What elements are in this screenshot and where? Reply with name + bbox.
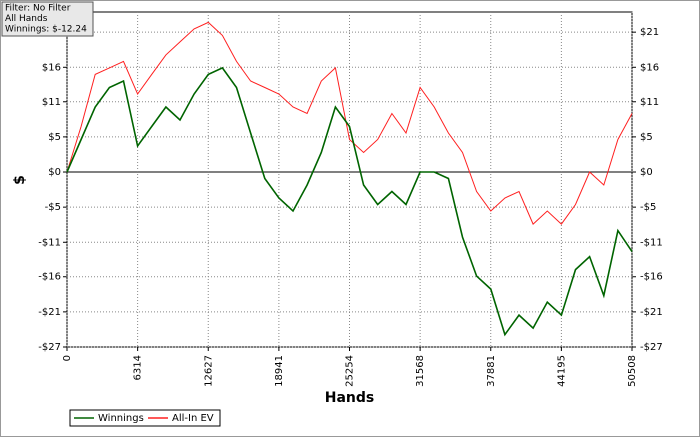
series-line bbox=[66, 21, 633, 225]
y2-tick-label: -$11 bbox=[640, 237, 663, 248]
x-tick-label: 18941 bbox=[274, 355, 285, 387]
series-line bbox=[66, 66, 633, 337]
x-tick-label: 50508 bbox=[627, 355, 638, 387]
y-tick-label: $0 bbox=[48, 167, 61, 178]
info-text: All Hands bbox=[5, 14, 48, 24]
x-tick-label: 31568 bbox=[415, 355, 426, 387]
x-tick-label: 12627 bbox=[203, 355, 214, 387]
y2-tick-label: $5 bbox=[640, 132, 653, 143]
y-tick-label: -$11 bbox=[38, 237, 61, 248]
legend-box bbox=[69, 409, 221, 427]
y-tick-label: $16 bbox=[42, 62, 61, 73]
legend: Winnings All-In EV bbox=[69, 409, 221, 427]
y2-tick-label: -$27 bbox=[640, 342, 663, 353]
info-box-bg bbox=[1, 1, 94, 37]
y-tick-label: -$16 bbox=[38, 272, 61, 283]
y2-tick-label: $0 bbox=[640, 167, 653, 178]
y-tick-label: -$5 bbox=[45, 202, 61, 213]
y2-tick-label: $11 bbox=[640, 97, 659, 108]
x-tick-label: 25254 bbox=[345, 355, 356, 387]
y2-tick-label: -$5 bbox=[640, 202, 656, 213]
y2-tick-label: $16 bbox=[640, 62, 659, 73]
x-tick-label: 44195 bbox=[556, 355, 567, 387]
info-text: Filter: No Filter bbox=[5, 4, 71, 14]
y2-tick-label: $21 bbox=[640, 27, 659, 38]
plot-area bbox=[66, 11, 633, 348]
y2-tick-label: -$16 bbox=[640, 272, 663, 283]
y-tick-label: $11 bbox=[42, 97, 61, 108]
x-axis-label: Hands bbox=[325, 390, 375, 406]
x-tick-label: 37881 bbox=[486, 355, 497, 387]
y-tick-label: -$27 bbox=[38, 342, 61, 353]
y-tick-label: $5 bbox=[48, 132, 61, 143]
y2-tick-label: -$21 bbox=[640, 307, 663, 318]
y-tick-label: -$21 bbox=[38, 307, 61, 318]
y-axis-label: $ bbox=[12, 175, 28, 185]
info-text: Winnings: $-12.24 bbox=[5, 25, 87, 35]
legend-label: All-In EV bbox=[172, 413, 214, 424]
legend-label: Winnings bbox=[98, 413, 144, 424]
x-tick-label: 6314 bbox=[133, 355, 144, 380]
x-tick-label: 0 bbox=[62, 355, 73, 361]
